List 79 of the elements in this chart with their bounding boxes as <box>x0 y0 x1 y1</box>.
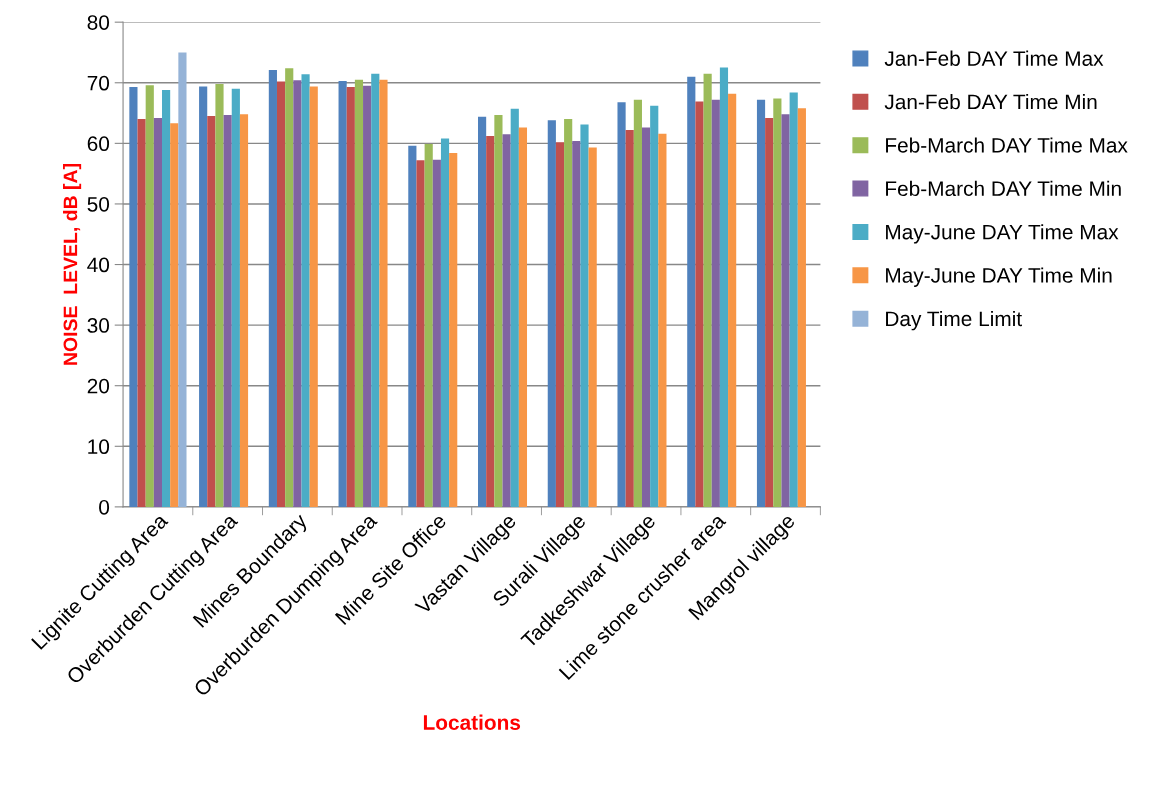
bar <box>207 116 216 507</box>
bar <box>301 74 310 507</box>
bar <box>354 79 364 507</box>
bar <box>363 85 372 507</box>
bar <box>239 114 249 507</box>
y-tick-label: 10 <box>88 439 110 455</box>
bar <box>440 138 450 507</box>
bar <box>268 70 277 507</box>
y-tick-label: 40 <box>87 257 110 273</box>
bar <box>719 67 729 507</box>
x-axis-title: Locations <box>423 714 521 730</box>
y-axis-title: NOISE LEVEL, dB [A] <box>63 164 82 365</box>
bar <box>371 73 380 507</box>
bar <box>346 87 355 507</box>
legend-label: Jan-Feb DAY Time Max <box>884 50 1104 66</box>
bar <box>687 76 696 507</box>
bar <box>215 83 224 507</box>
bar <box>408 145 417 507</box>
bar <box>162 90 171 507</box>
bar <box>309 86 318 507</box>
bar <box>625 130 634 507</box>
bar <box>178 52 187 507</box>
bar <box>547 120 556 507</box>
bar <box>223 114 232 507</box>
bar <box>416 160 425 507</box>
bar <box>502 134 511 507</box>
bar <box>170 123 179 507</box>
bar <box>379 79 388 507</box>
bar <box>756 99 766 507</box>
bar <box>518 127 528 507</box>
bar <box>231 88 240 507</box>
bar <box>494 114 503 507</box>
bar <box>572 140 581 507</box>
bar <box>145 85 154 507</box>
bar <box>285 68 294 507</box>
bar <box>564 119 573 507</box>
legend-label: May-June DAY Time Min <box>886 267 1112 287</box>
bar <box>424 143 433 507</box>
y-tick-label: 70 <box>87 75 110 91</box>
bar <box>478 116 487 507</box>
bar <box>789 92 798 507</box>
bar <box>797 108 806 507</box>
bar <box>728 93 737 507</box>
y-tick-label: 30 <box>87 318 110 333</box>
bar <box>276 81 286 507</box>
bar <box>765 117 774 507</box>
bar <box>650 105 659 507</box>
bar <box>199 86 208 507</box>
bar <box>773 98 782 507</box>
bar <box>695 101 704 507</box>
bar <box>617 102 626 507</box>
bar <box>137 119 146 507</box>
legend-label: Feb-March DAY Time Max <box>886 137 1128 153</box>
y-tick-label: 0 <box>99 499 110 515</box>
legend-label: Day Time Limit <box>886 310 1022 331</box>
legend-label: Feb-March DAY Time Min <box>886 180 1121 197</box>
bar <box>580 124 589 507</box>
bar <box>449 153 458 507</box>
bar <box>633 99 642 507</box>
legend-label: May-June DAY Time Max <box>886 224 1119 244</box>
bar <box>153 117 163 507</box>
bar <box>293 80 302 507</box>
bar <box>588 147 597 507</box>
bar <box>711 99 720 507</box>
bar <box>338 80 347 507</box>
y-tick-label: 60 <box>87 136 110 152</box>
bar <box>781 114 790 507</box>
legend-label: Jan-Feb DAY Time Min <box>884 94 1097 110</box>
y-tick-label: 50 <box>87 196 110 212</box>
y-tick-label: 20 <box>87 378 110 394</box>
bar <box>703 73 712 507</box>
bar <box>486 136 495 507</box>
bar <box>432 159 441 507</box>
bar <box>129 87 138 507</box>
bar <box>641 127 651 507</box>
bar <box>555 142 565 507</box>
y-tick-label: 80 <box>87 15 110 30</box>
bar <box>658 133 667 507</box>
bar <box>510 108 519 507</box>
